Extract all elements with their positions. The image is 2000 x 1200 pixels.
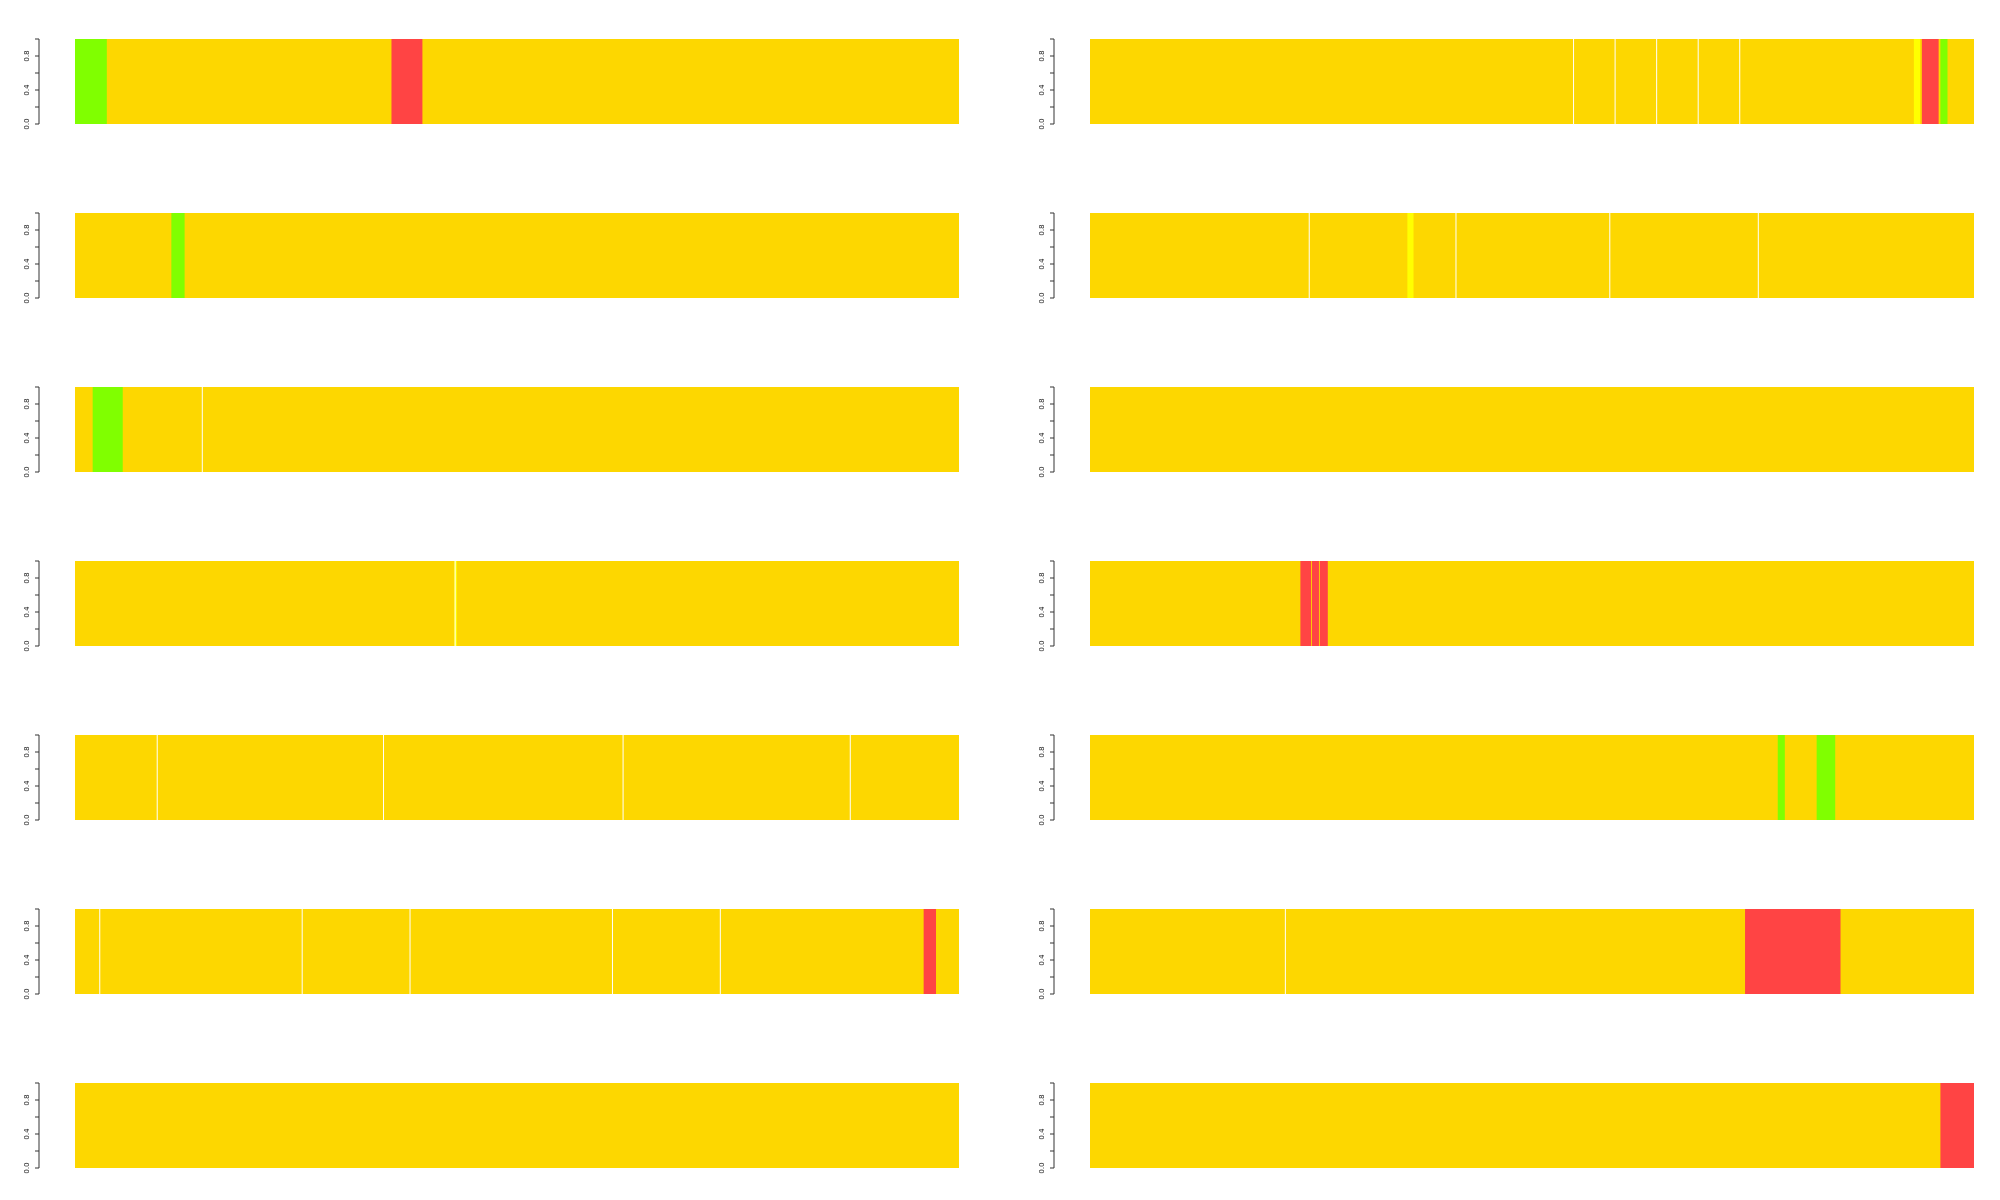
y-tick-label: 0.4 <box>1038 432 1046 444</box>
y-tick-label: 0.4 <box>1038 1128 1046 1140</box>
y-tick-label: 0.8 <box>1038 224 1046 235</box>
bar-segment-red <box>1921 39 1939 124</box>
panel-6: 0.0 0.4 0.8 <box>1038 386 1974 478</box>
y-tick-label: 0.4 <box>23 84 31 96</box>
panel-8: 0.0 0.4 0.8 <box>1038 560 1974 652</box>
y-tick-label: 0.4 <box>23 432 31 444</box>
bar-segment-green <box>1940 39 1948 124</box>
bar-segment-green <box>92 387 123 472</box>
bar-segment-red <box>923 909 937 994</box>
y-tick-label: 0.0 <box>1038 640 1046 651</box>
y-tick-label: 0.0 <box>1038 466 1046 477</box>
panel-12: 0.0 0.4 0.8 <box>1038 908 1974 1000</box>
bar-base <box>75 909 959 994</box>
y-tick-label: 0.8 <box>23 920 31 931</box>
panel-10: 0.0 0.4 0.8 <box>1038 734 1974 826</box>
y-tick-label: 0.4 <box>23 258 31 270</box>
bar-segment-yellow <box>1913 39 1921 124</box>
bar-base <box>75 387 959 472</box>
y-tick-label: 0.4 <box>1038 780 1046 792</box>
bar-base <box>1090 735 1974 820</box>
y-tick-label: 0.4 <box>23 1128 31 1140</box>
bar-segment-red <box>1300 561 1311 646</box>
bar-base <box>75 1083 959 1168</box>
y-tick-label: 0.8 <box>23 572 31 583</box>
panel-4: 0.0 0.4 0.8 <box>1038 212 1974 304</box>
bar-base <box>75 213 959 298</box>
panel-1: 0.0 0.4 0.8 <box>23 38 959 130</box>
bar-base <box>75 735 959 820</box>
y-tick-label: 0.0 <box>23 814 31 825</box>
bar-segment-green <box>75 39 107 124</box>
bar-base <box>1090 39 1974 124</box>
panel-14: 0.0 0.4 0.8 <box>1038 1082 1974 1174</box>
bar-segment-green <box>1777 735 1785 820</box>
y-tick-label: 0.8 <box>1038 398 1046 409</box>
y-tick-label: 0.0 <box>1038 988 1046 999</box>
bar-segment-green <box>1816 735 1836 820</box>
bar-segment-red <box>391 39 423 124</box>
bar-base <box>1090 213 1974 298</box>
y-tick-label: 0.8 <box>1038 920 1046 931</box>
y-tick-label: 0.8 <box>1038 572 1046 583</box>
bar-base <box>1090 387 1974 472</box>
y-tick-label: 0.0 <box>23 640 31 651</box>
bar-base <box>1090 561 1974 646</box>
y-tick-label: 0.0 <box>1038 118 1046 129</box>
y-tick-label: 0.8 <box>1038 50 1046 61</box>
y-tick-label: 0.4 <box>1038 258 1046 270</box>
y-tick-label: 0.0 <box>1038 292 1046 303</box>
bar-base <box>1090 909 1974 994</box>
y-tick-label: 0.0 <box>23 118 31 129</box>
bar-segment-red <box>1745 909 1841 994</box>
y-tick-label: 0.8 <box>23 224 31 235</box>
panel-5: 0.0 0.4 0.8 <box>23 386 959 478</box>
bar-segment-red <box>1311 561 1319 646</box>
y-tick-label: 0.4 <box>1038 84 1046 96</box>
y-tick-label: 0.8 <box>1038 746 1046 757</box>
panel-13: 0.0 0.4 0.8 <box>23 1082 959 1174</box>
panel-7: 0.0 0.4 0.8 <box>23 560 959 652</box>
y-tick-label: 0.4 <box>1038 606 1046 618</box>
bar-base <box>1090 1083 1974 1168</box>
y-tick-label: 0.4 <box>23 606 31 618</box>
y-tick-label: 0.4 <box>1038 954 1046 966</box>
y-tick-label: 0.4 <box>23 954 31 966</box>
y-tick-label: 0.8 <box>23 50 31 61</box>
y-tick-label: 0.0 <box>23 292 31 303</box>
y-tick-label: 0.8 <box>23 398 31 409</box>
bar-base <box>75 39 959 124</box>
y-tick-label: 0.0 <box>1038 814 1046 825</box>
panel-2: 0.0 0.4 0.8 <box>1038 38 1974 130</box>
y-tick-label: 0.4 <box>23 780 31 792</box>
y-tick-label: 0.0 <box>1038 1162 1046 1173</box>
bar-base <box>75 561 959 646</box>
y-tick-label: 0.0 <box>23 988 31 999</box>
bar-segment-red <box>1940 1083 1974 1168</box>
bar-segment-yellow <box>1407 213 1414 298</box>
panel-11: 0.0 0.4 0.8 <box>23 908 959 1000</box>
bar-segment-red <box>1319 561 1328 646</box>
panel-9: 0.0 0.4 0.8 <box>23 734 959 826</box>
panel-3: 0.0 0.4 0.8 <box>23 212 959 304</box>
y-tick-label: 0.8 <box>23 1094 31 1105</box>
bar-segment-green <box>171 213 185 298</box>
y-tick-label: 0.0 <box>23 1162 31 1173</box>
y-tick-label: 0.8 <box>23 746 31 757</box>
y-tick-label: 0.0 <box>23 466 31 477</box>
y-tick-label: 0.8 <box>1038 1094 1046 1105</box>
